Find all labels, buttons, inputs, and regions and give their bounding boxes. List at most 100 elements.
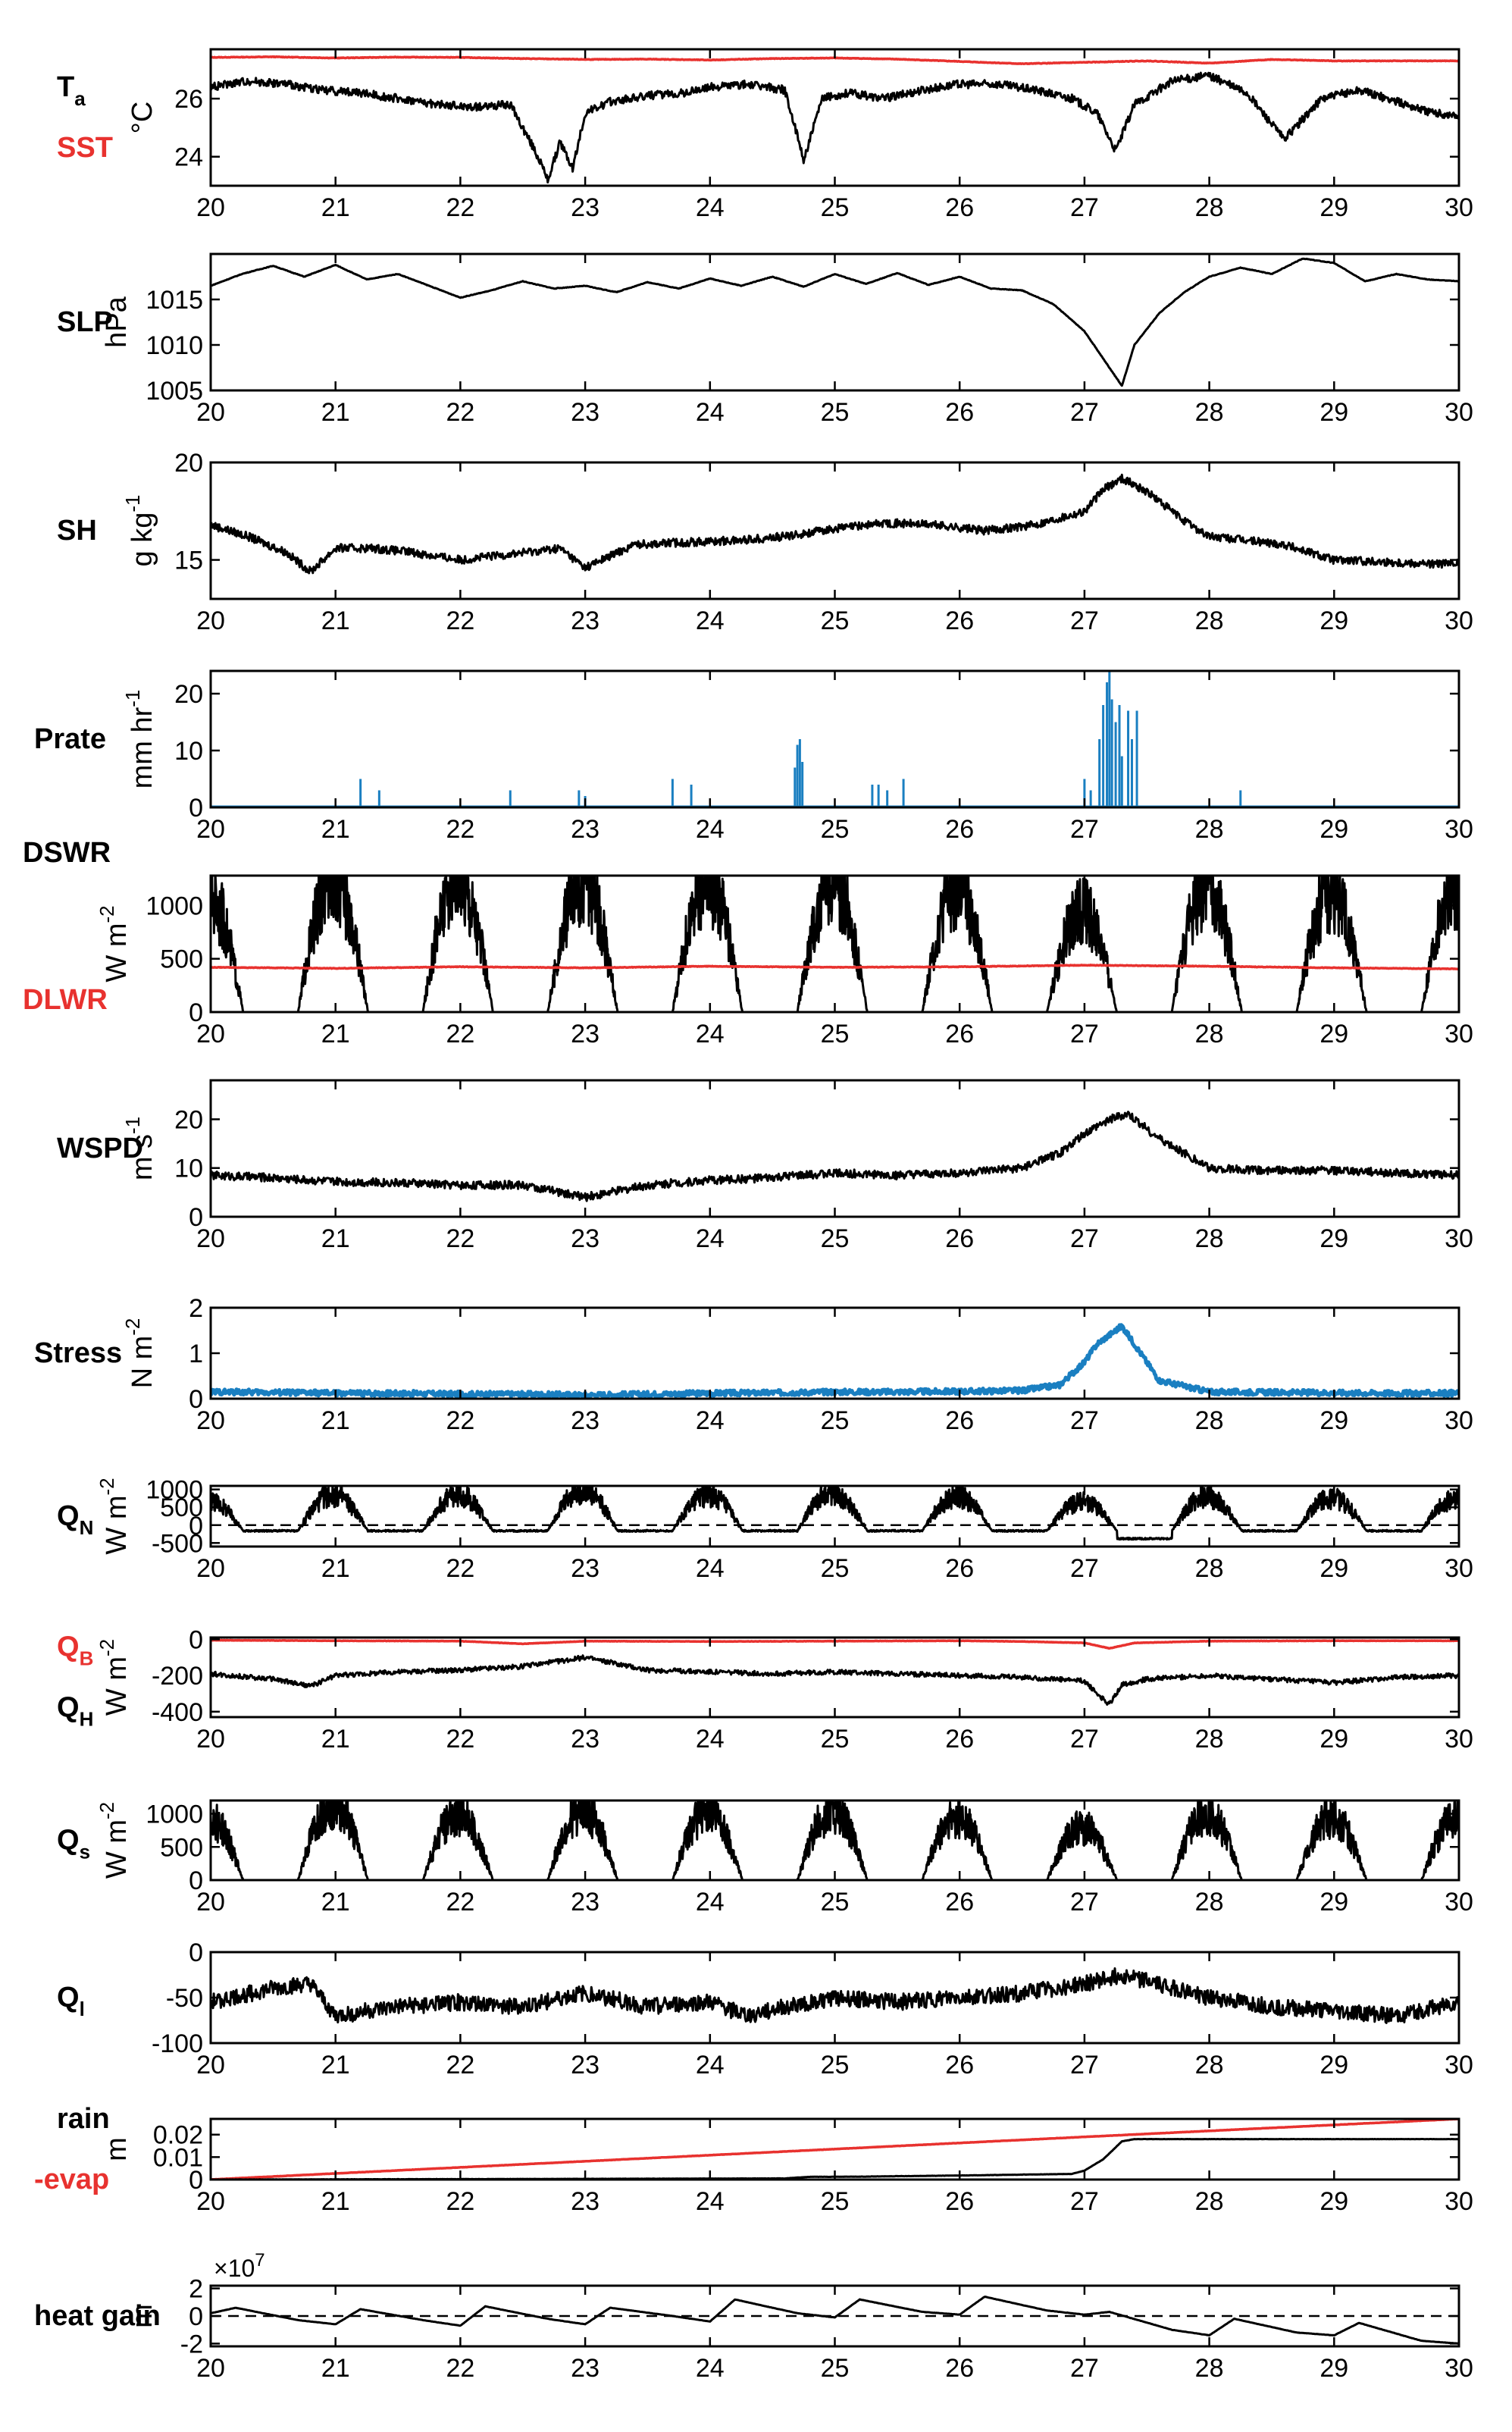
x-tick-label: 25 <box>821 1888 850 1916</box>
x-tick-label: 26 <box>945 1406 974 1435</box>
x-tick-label: 22 <box>446 1020 474 1048</box>
panel-frame <box>209 1636 1460 1719</box>
x-tick-label: 23 <box>571 606 599 635</box>
x-tick-label: 27 <box>1070 2051 1099 2079</box>
x-tick-label: 20 <box>196 2051 225 2079</box>
x-tick-label: 29 <box>1319 1725 1348 1753</box>
y-unit-label: W m-2 <box>95 905 133 982</box>
panel-ta_sst: 20 21 22 23 24 25 26 27 28 29 30 24 26 °C Ta SST <box>57 48 1473 222</box>
plot-area <box>211 876 1459 1012</box>
x-tick-label: 23 <box>571 1406 599 1435</box>
x-tick-label: 24 <box>696 1020 725 1048</box>
plot-area <box>211 1323 1459 1399</box>
x-tick-label: 29 <box>1319 1554 1348 1583</box>
x-tick-label: 24 <box>696 1406 725 1435</box>
plot-area <box>211 473 1459 575</box>
x-tick-label: 21 <box>321 193 350 222</box>
plot-area <box>211 671 1459 807</box>
x-tick-label: 30 <box>1445 1020 1473 1048</box>
x-tick-label: 29 <box>1319 1224 1348 1253</box>
y-unit-label: W m-2 <box>95 1639 133 1716</box>
x-tick-label: 22 <box>446 1888 474 1916</box>
x-tick-label: 30 <box>1445 2354 1473 2383</box>
y-tick-label: 20 <box>174 449 203 478</box>
panel-frame <box>209 1951 1460 2045</box>
y-tick-label: 10 <box>174 737 203 766</box>
x-tick-label: 28 <box>1195 2187 1224 2216</box>
x-tick-label: 20 <box>196 2354 225 2383</box>
x-tick-label: 22 <box>446 1725 474 1753</box>
plot-area <box>211 1111 1459 1202</box>
x-tick-label: 22 <box>446 398 474 427</box>
panel-ql: 20 21 22 23 24 25 26 27 28 29 30 -100 -50 0 Ql <box>57 1938 1473 2079</box>
variable-label: SH <box>57 515 97 547</box>
variable-label: Stress <box>34 1337 122 1369</box>
y-tick-label: 2 <box>189 2275 203 2304</box>
x-tick-label: 23 <box>571 193 599 222</box>
x-tick-label: 28 <box>1195 1888 1224 1916</box>
y-unit-label: m s-1 <box>121 1117 158 1180</box>
x-tick-label: 29 <box>1319 193 1348 222</box>
panel-heat_gain: 20 21 22 23 24 25 26 27 28 29 30 -202 m ×107 heat gain <box>34 2250 1473 2383</box>
x-tick-label: 25 <box>821 1554 850 1583</box>
variable-label: DLWR <box>23 984 108 1016</box>
variable-label: QH <box>57 1692 93 1731</box>
x-tick-label: 20 <box>196 1554 225 1583</box>
y-tick-label: 20 <box>174 1105 203 1134</box>
series-line-0 <box>211 2296 1459 2345</box>
x-tick-label: 29 <box>1319 815 1348 844</box>
x-tick-label: 28 <box>1195 2354 1224 2383</box>
x-tick-label: 20 <box>196 193 225 222</box>
x-tick-label: 23 <box>571 815 599 844</box>
x-tick-label: 21 <box>321 1020 350 1048</box>
x-tick-label: 27 <box>1070 606 1099 635</box>
x-tick-label: 29 <box>1319 606 1348 635</box>
x-tick-label: 25 <box>821 2187 850 2216</box>
x-tick-label: 23 <box>571 1554 599 1583</box>
y-tick-label: 0 <box>189 2302 203 2331</box>
series-line-0 <box>211 2119 1459 2180</box>
panel-frame <box>209 1306 1460 1400</box>
y-tick-label: 10 <box>174 1155 203 1183</box>
x-tick-label: 21 <box>321 606 350 635</box>
plot-area <box>211 2296 1459 2345</box>
panel-dswr_dlwr: 20 21 22 23 24 25 26 27 28 29 30 0 500 1000 W m-2 DSWR D… <box>23 837 1473 1048</box>
x-tick-label: 27 <box>1070 193 1099 222</box>
x-tick-label: 22 <box>446 1224 474 1253</box>
x-tick-label: 24 <box>696 2051 725 2079</box>
x-tick-label: 20 <box>196 2187 225 2216</box>
x-tick-label: 26 <box>945 1725 974 1753</box>
y-tick-label: -500 <box>152 1529 203 1558</box>
x-tick-label: 24 <box>696 606 725 635</box>
y-tick-label: 0 <box>189 998 203 1027</box>
x-tick-label: 23 <box>571 2051 599 2079</box>
y-unit-label: m <box>101 2137 133 2161</box>
x-tick-label: 25 <box>821 606 850 635</box>
x-tick-label: 22 <box>446 193 474 222</box>
x-tick-label: 26 <box>945 2051 974 2079</box>
y-tick-label: 1010 <box>146 331 203 360</box>
x-tick-label: 24 <box>696 193 725 222</box>
y-tick-label: 1 <box>189 1340 203 1368</box>
x-tick-label: 26 <box>945 193 974 222</box>
variable-label: -evap <box>34 2164 109 2195</box>
panel-frame <box>209 1079 1460 1218</box>
y-tick-label: -50 <box>166 1984 203 2013</box>
series-line-1 <box>211 964 1459 971</box>
y-tick-label: 0 <box>189 2166 203 2195</box>
series-line-0 <box>211 1323 1459 1399</box>
x-tick-label: 24 <box>696 1725 725 1753</box>
series-line-0 <box>211 876 1459 1012</box>
x-tick-label: 25 <box>821 1406 850 1435</box>
panel-qs: 20 21 22 23 24 25 26 27 28 29 30 0 500 1000 W m-2Qs <box>57 1799 1473 1916</box>
x-tick-label: 28 <box>1195 2051 1224 2079</box>
y-tick-label: 0 <box>189 1866 203 1895</box>
y-unit-label: N m-2 <box>121 1318 158 1389</box>
x-tick-label: 20 <box>196 398 225 427</box>
y-unit-label: mm hr-1 <box>121 690 158 789</box>
plot-area <box>211 1486 1459 1541</box>
plot-area <box>211 1967 1459 2024</box>
x-tick-label: 27 <box>1070 1554 1099 1583</box>
panel-frame <box>209 1799 1460 1882</box>
